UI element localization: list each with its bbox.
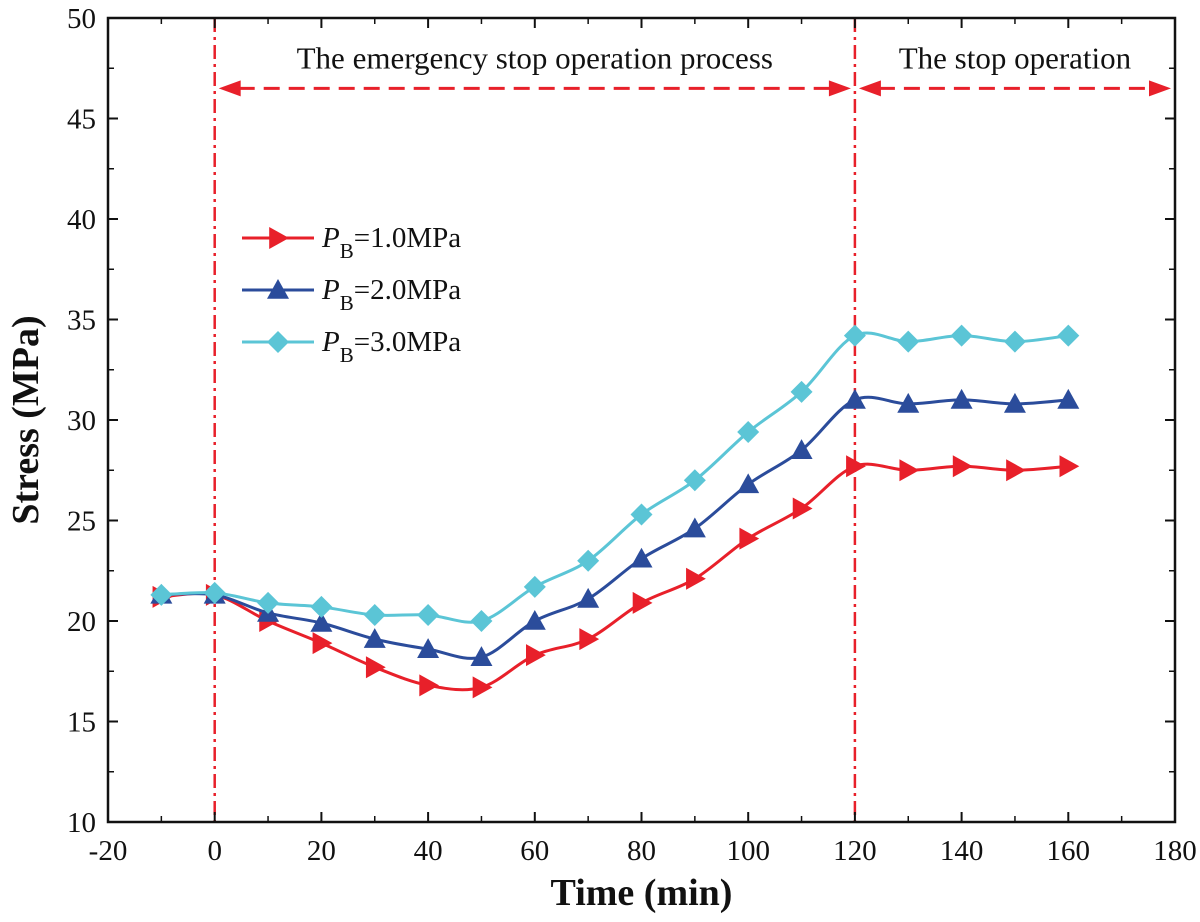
data-point [269, 227, 289, 249]
data-point [846, 455, 866, 478]
series-2 [150, 388, 1080, 666]
series-3 [150, 324, 1080, 632]
data-point [267, 279, 289, 299]
x-tick-label: 40 [414, 835, 443, 867]
data-point [843, 388, 866, 409]
data-point [790, 439, 813, 459]
y-tick-label: 50 [67, 3, 96, 35]
y-tick-label: 15 [67, 707, 96, 739]
data-point [737, 421, 760, 444]
data-point [577, 587, 600, 608]
legend-item: PB=1.0MPa [242, 222, 461, 263]
data-point [523, 610, 546, 630]
data-point [843, 324, 866, 347]
series-layer [150, 324, 1080, 699]
data-point [310, 595, 333, 618]
arrow-head-right [1149, 80, 1171, 97]
data-point [363, 603, 386, 626]
data-point [630, 503, 653, 526]
data-point [203, 581, 226, 604]
data-point [267, 331, 289, 353]
data-point [470, 610, 493, 632]
arrow-head-left [218, 80, 241, 97]
data-point [363, 628, 386, 648]
x-tick-label: 60 [520, 835, 549, 867]
data-point [1059, 455, 1080, 478]
data-point [952, 455, 973, 478]
series-line [161, 395, 1069, 660]
data-point [1057, 324, 1080, 347]
data-point [257, 591, 280, 614]
data-point [739, 527, 760, 550]
x-tick-label: 80 [627, 835, 656, 867]
y-tick-label: 35 [67, 305, 96, 337]
x-tick-label: 20 [307, 835, 336, 867]
data-point [470, 646, 493, 666]
y-axis-title: Stress (MPa) [5, 315, 47, 524]
data-point [630, 547, 653, 568]
annotations-layer: The emergency stop operation process The … [213, 18, 1171, 822]
y-tick-label: 20 [67, 606, 96, 638]
data-point [310, 612, 333, 632]
data-point [1003, 392, 1026, 413]
data-point [897, 330, 920, 353]
data-point [579, 628, 600, 651]
data-point [150, 583, 173, 606]
data-point [1006, 459, 1026, 482]
series-1 [152, 455, 1080, 699]
y-tick-label: 25 [67, 506, 96, 538]
data-point [526, 644, 546, 667]
x-tick-label: 140 [940, 835, 984, 867]
data-point [577, 549, 600, 572]
x-tick-label: 0 [207, 835, 222, 867]
data-point [683, 469, 706, 492]
legend-label: PB=1.0MPa [321, 222, 461, 263]
ticks-layer: -20 0 20 40 60 80 100 120 140 160 180 10 15 20 25 30 35 4… [67, 3, 1197, 867]
data-point [899, 459, 920, 482]
legend-label: PB=2.0MPa [321, 274, 461, 315]
x-tick-label: 100 [726, 835, 770, 867]
y-tick-label: 10 [67, 807, 96, 839]
series-line [161, 462, 1069, 692]
x-tick-label: -20 [89, 835, 128, 867]
data-point [365, 656, 386, 679]
data-point [897, 392, 920, 413]
x-tick-label: 180 [1153, 835, 1197, 867]
annotation-text: The stop operation [899, 40, 1132, 75]
data-point [792, 497, 813, 520]
legend-layer: PB=1.0MPa PB=2.0MPa PB=3.0MPa [242, 222, 461, 367]
x-tick-label: 160 [1047, 835, 1091, 867]
data-point [790, 380, 813, 403]
data-point [472, 676, 493, 699]
data-point [419, 674, 440, 697]
legend-item: PB=2.0MPa [242, 274, 461, 315]
data-point [417, 638, 440, 658]
annotation-text: The emergency stop operation process [297, 40, 773, 75]
arrow-head-left [858, 80, 881, 97]
data-point [632, 591, 653, 614]
y-tick-label: 45 [67, 104, 96, 136]
arrow-head-right [828, 80, 851, 97]
data-point [683, 517, 706, 538]
y-tick-label: 30 [67, 405, 96, 437]
data-point [312, 632, 333, 655]
legend-item: PB=3.0MPa [242, 326, 461, 367]
data-point [737, 473, 760, 494]
data-point [950, 324, 973, 347]
data-point [523, 575, 546, 598]
data-point [686, 567, 706, 590]
x-tick-label: 120 [833, 835, 877, 867]
data-point [950, 388, 973, 409]
data-point [1003, 330, 1026, 353]
y-tick-label: 40 [67, 204, 96, 236]
data-point [1057, 388, 1080, 409]
plot-frame [106, 16, 1177, 824]
legend-label: PB=3.0MPa [321, 326, 461, 367]
data-point [417, 603, 440, 626]
x-axis-title: Time (min) [551, 872, 733, 914]
